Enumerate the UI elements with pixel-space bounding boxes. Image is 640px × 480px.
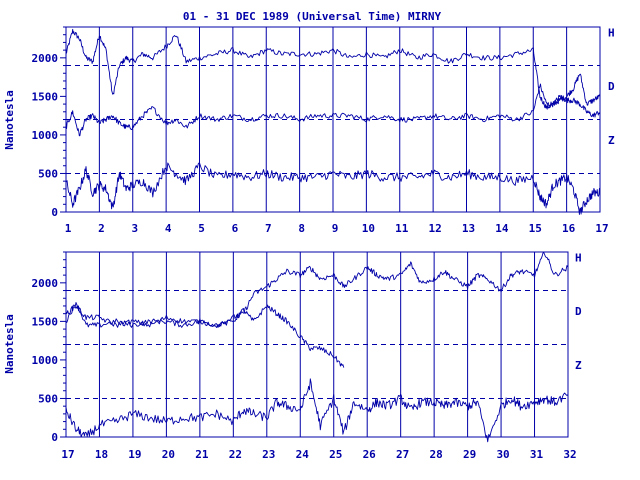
x-tick-label: 13 <box>462 222 475 235</box>
component-label-d: D <box>575 305 582 318</box>
panel-top: 1 2 3 4 5 6 7 8 9 10 11 12 13 14 15 16 17050010001500200… <box>3 26 615 235</box>
y-tick-label: 1500 <box>32 315 59 328</box>
component-label-z: Z <box>575 359 582 372</box>
y-tick-label: 500 <box>38 392 58 405</box>
series-line-d <box>65 304 345 368</box>
x-tick-label: 17 <box>595 222 608 235</box>
x-tick-label: 32 <box>563 448 576 461</box>
x-tick-label: 8 <box>298 222 305 235</box>
x-tick-label: 16 <box>562 222 576 235</box>
series-line-d <box>65 83 601 137</box>
x-tick-label: 24 <box>296 448 310 461</box>
component-label-z: Z <box>608 134 615 147</box>
y-axis-label: Nanotesla <box>3 90 16 150</box>
x-tick-label: 7 <box>265 222 272 235</box>
panel-bottom: 17 18 19 20 21 22 23 24 25 26 27 28 29 30 31 32 0 500 1000… <box>3 251 582 461</box>
series-line-z <box>66 162 601 215</box>
x-tick-label: 11 <box>395 222 409 235</box>
y-tick-label: 0 <box>51 206 58 219</box>
y-axis-label: Nanotesla <box>3 314 16 374</box>
x-tick-label: 12 <box>429 222 442 235</box>
y-tick-label: 1500 <box>32 90 59 103</box>
series-line-h <box>65 251 569 328</box>
x-tick-label: 19 <box>128 448 141 461</box>
x-tick-label: 5 <box>198 222 205 235</box>
x-tick-label: 4 <box>165 222 172 235</box>
x-tick-label: 14 <box>495 222 509 235</box>
y-tick-label: 1000 <box>32 129 59 142</box>
component-label-h: H <box>575 251 582 264</box>
x-tick-label: 18 <box>95 448 108 461</box>
x-tick-label: 6 <box>232 222 239 235</box>
x-tick-label: 1 <box>65 222 72 235</box>
x-tick-label: 31 <box>530 448 544 461</box>
y-tick-label: 500 <box>38 167 58 180</box>
x-tick-label: 15 <box>529 222 542 235</box>
x-tick-label: 17 <box>61 448 74 461</box>
x-tick-label: 3 <box>131 222 138 235</box>
x-tick-label: 30 <box>496 448 509 461</box>
x-tick-label: 25 <box>329 448 342 461</box>
x-tick-label: 21 <box>195 448 209 461</box>
x-tick-label: 2 <box>98 222 105 235</box>
series-line-z <box>65 378 569 443</box>
component-label-h: H <box>608 26 615 39</box>
y-tick-label: 1000 <box>32 354 59 367</box>
x-tick-label: 26 <box>363 448 377 461</box>
x-tick-label: 29 <box>463 448 476 461</box>
x-tick-label: 22 <box>229 448 242 461</box>
x-tick-label: 23 <box>262 448 275 461</box>
x-tick-label: 10 <box>362 222 375 235</box>
x-tick-label: 9 <box>332 222 339 235</box>
chart-title: 01 - 31 DEC 1989 (Universal Time) MIRNY <box>183 10 442 23</box>
y-tick-label: 2000 <box>32 52 59 65</box>
x-tick-label: 27 <box>396 448 409 461</box>
x-tick-label: 28 <box>430 448 443 461</box>
x-tick-label: 20 <box>162 448 175 461</box>
y-tick-label: 0 <box>51 431 58 444</box>
series-line-h <box>66 28 601 110</box>
component-label-d: D <box>608 80 615 93</box>
y-tick-label: 2000 <box>32 277 59 290</box>
